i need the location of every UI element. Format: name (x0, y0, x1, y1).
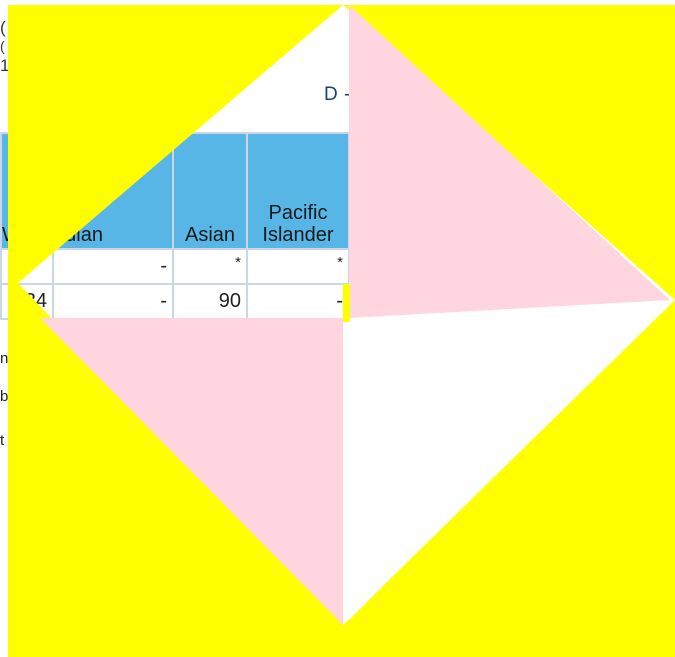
table-cell: 34 (0, 283, 54, 320)
table-cell: - (52, 248, 174, 285)
table-cell: - (246, 283, 350, 320)
table-cell: * (246, 248, 350, 285)
header-line: ( (0, 38, 5, 54)
footnote-line: n (0, 350, 9, 367)
report-subtitle: D - COLLIN (8, 84, 428, 106)
column-header: Pacific Islander (246, 132, 350, 250)
footnote-confidentiality: onfidentiality. (350, 387, 437, 404)
table-row: 34 - 90 - (0, 283, 350, 320)
table-cell: 90 (172, 283, 248, 320)
header-line: 1 (0, 56, 10, 75)
footnote-line: b (0, 388, 9, 405)
table-cell: * (172, 248, 248, 285)
overlay-white-right (349, 318, 650, 620)
column-header: Asian (172, 132, 248, 250)
table-cell (0, 248, 54, 285)
table-header-row: W can ndian Asian Pacific Islander (0, 132, 350, 250)
subtitle-text: D - COLLIN (324, 84, 429, 105)
column-header: can ndian (52, 132, 174, 250)
overlay-pink-bottomleft (40, 318, 343, 625)
table-row: - * * (0, 248, 350, 285)
document-header: ( ( 1 (0, 18, 675, 75)
demographics-table: W can ndian Asian Pacific Islander - * * 3… (0, 132, 350, 320)
footnote-line: t (0, 432, 5, 449)
table-cell: - (52, 283, 174, 320)
column-header: W (0, 132, 54, 250)
header-line: ( (0, 18, 6, 37)
